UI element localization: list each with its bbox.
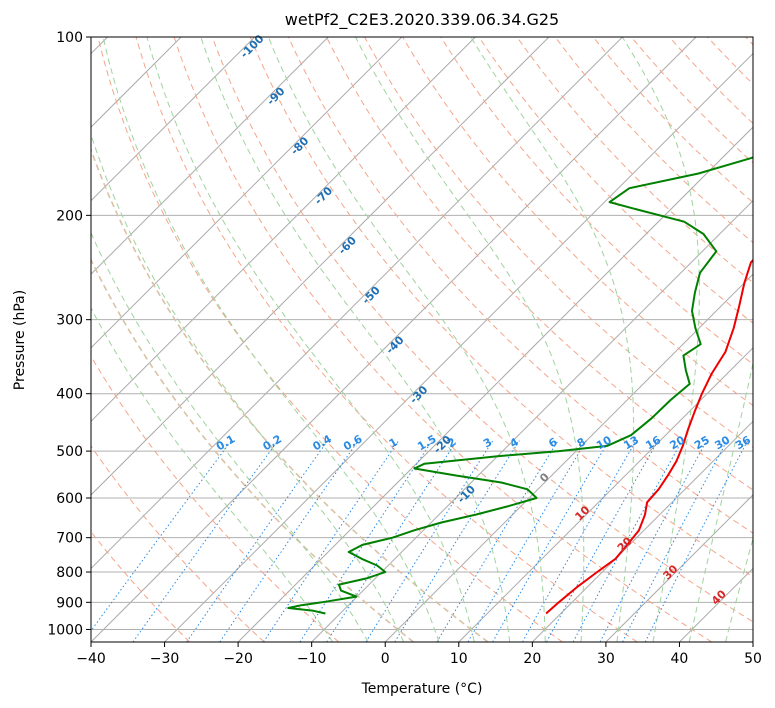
moist-adiabat <box>102 37 440 642</box>
dry-adiabat <box>91 445 265 642</box>
x-tick-label: −30 <box>150 651 180 667</box>
isotherm-line <box>531 420 753 642</box>
moist-adiabat <box>688 360 753 642</box>
y-tick-label: 900 <box>56 595 83 611</box>
y-tick-label: 800 <box>56 565 83 581</box>
x-tick-label: −40 <box>76 651 106 667</box>
moist-adiabat <box>91 133 405 642</box>
dry-adiabat <box>97 37 563 642</box>
isotherm-line <box>91 37 476 423</box>
y-tick-label: 100 <box>56 30 83 46</box>
isotherm-line <box>91 37 697 642</box>
mixing-ratio-line <box>546 440 659 642</box>
dry-adiabat <box>211 37 753 623</box>
mixing-ratio-line <box>219 440 359 642</box>
isotherm-line <box>384 273 753 642</box>
chart-title: wetPf2_C2E3.2020.339.06.34.G25 <box>285 10 559 30</box>
isotherm-line <box>458 347 753 642</box>
dry-adiabat <box>91 355 340 642</box>
y-tick-label: 400 <box>56 387 83 403</box>
y-tick-label: 700 <box>56 531 83 547</box>
y-axis-label: Pressure (hPa) <box>12 290 28 390</box>
mixing-ratio-line <box>436 440 559 642</box>
mixing-ratio-line <box>522 440 637 642</box>
mixing-ratio-line <box>394 440 520 642</box>
dewpoint-profile <box>287 156 753 615</box>
dry-adiabat <box>249 37 753 578</box>
temperature-profile <box>545 258 753 615</box>
axes: −40 −30 −20 −10 0 10 20 30 40 50 100 200 300 400 500 60… <box>47 30 762 667</box>
mixing-ratio-line <box>186 440 329 642</box>
dry-adiabat <box>135 37 638 642</box>
mixing-ratio-line <box>132 440 279 642</box>
mixing-ratio-line <box>644 440 749 642</box>
moist-adiabat <box>200 37 511 642</box>
dry-adiabat <box>287 37 753 534</box>
mixing-ratio-line <box>326 440 458 642</box>
moist-adiabat <box>725 536 753 642</box>
mixing-ratio-line <box>263 440 400 642</box>
mixing-ratio-line <box>365 440 494 642</box>
moist-adiabat <box>355 37 585 642</box>
y-tick-label: 1000 <box>47 622 83 638</box>
x-axis-label: Temperature (°C) <box>361 681 483 697</box>
dry-adiabat <box>326 37 753 491</box>
y-tick-label: 500 <box>56 444 83 460</box>
profile-series <box>287 156 753 615</box>
y-tick-label: 300 <box>56 313 83 329</box>
background-lines <box>91 37 753 642</box>
mixing-ratio-line <box>467 440 587 642</box>
isotherm-line <box>91 37 403 349</box>
isotherm-line <box>91 37 256 202</box>
moist-adiabat <box>91 231 369 642</box>
isotherm-line <box>91 37 329 275</box>
x-tick-label: 20 <box>523 651 541 667</box>
isotherm-line <box>164 52 753 642</box>
isotherm-line <box>91 37 550 496</box>
plot-frame <box>90 36 754 643</box>
dry-adiabat <box>173 37 713 642</box>
x-tick-label: 30 <box>597 651 615 667</box>
x-tick-label: 40 <box>671 651 689 667</box>
x-tick-label: 10 <box>450 651 468 667</box>
moist-adiabat <box>146 37 475 642</box>
mixing-ratio-line <box>299 440 433 642</box>
isotherm-line <box>237 126 753 642</box>
mixing-ratio-line <box>91 440 232 632</box>
mixing-ratio-line <box>492 440 610 642</box>
x-tick-label: 0 <box>381 651 390 667</box>
moist-adiabat <box>267 37 546 642</box>
y-tick-label: 200 <box>56 208 83 224</box>
y-tick-label: 600 <box>56 491 83 507</box>
dry-adiabat <box>91 257 414 642</box>
isotherm-line <box>91 37 623 570</box>
mixing-ratio-line <box>572 440 683 642</box>
x-tick-label: 50 <box>744 651 762 667</box>
moist-adiabat <box>621 37 700 642</box>
isotherm-line <box>605 494 753 642</box>
x-tick-label: −10 <box>297 651 327 667</box>
x-tick-label: −20 <box>223 651 253 667</box>
moist-adiabat <box>91 307 334 642</box>
